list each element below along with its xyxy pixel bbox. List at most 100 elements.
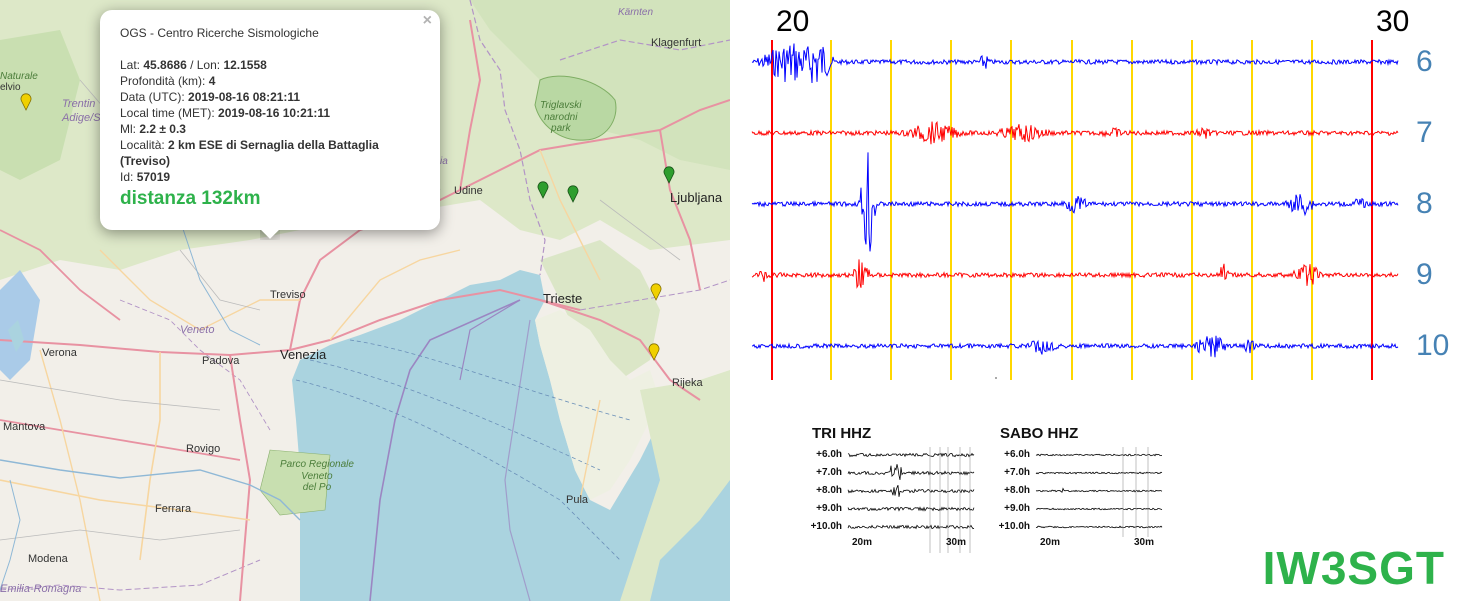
minute-label-end: 30 <box>1376 5 1410 38</box>
id-value: 57019 <box>136 170 171 184</box>
magnitude: Ml: 2.2 ± 0.3 <box>120 121 422 137</box>
mini-title: SABO HHZ <box>1000 425 1079 442</box>
map-label-klagenfurt: Klagenfurt <box>651 37 702 49</box>
map-label-partial: ia <box>440 156 448 167</box>
mini-title: TRI HHZ <box>812 425 872 442</box>
map-label-ljubljana: Ljubljana <box>670 190 723 205</box>
mini-x-label: 20m <box>852 537 873 548</box>
mini-trace <box>847 506 975 512</box>
depth: Profondità (km): 4 <box>120 73 422 89</box>
mini-trace <box>1035 487 1163 493</box>
coordinates: Lat: 45.8686 / Lon: 12.1558 <box>120 57 422 73</box>
helicorder-trace <box>751 259 1399 289</box>
mini-row-label: +7.0h <box>1004 467 1030 478</box>
mini-trace <box>1035 471 1163 475</box>
mini-trace <box>1035 453 1163 457</box>
lon-label: / Lon: <box>186 58 224 72</box>
map-label-rijeka: Rijeka <box>672 377 703 389</box>
local-time: Local time (MET): 2019-08-16 10:21:11 <box>120 105 422 121</box>
id-label: Id: <box>120 170 137 184</box>
mini-row-label: +8.0h <box>1004 485 1030 496</box>
lat-label: Lat: <box>120 58 144 72</box>
map-marker-yellow[interactable] <box>648 343 660 361</box>
map-label-triglav: Triglavski narodni park <box>540 100 582 134</box>
local-label: Local time (MET): <box>120 106 219 120</box>
minute-label-start: 20 <box>776 5 810 38</box>
mini-trace <box>847 524 975 530</box>
mini-row-label: +7.0h <box>816 467 842 478</box>
map-label-treviso: Treviso <box>270 289 306 301</box>
map-marker-yellow[interactable] <box>650 283 662 301</box>
utc-value: 2019-08-16 08:21:11 <box>188 90 301 104</box>
map-label-mantova: Mantova <box>3 421 46 433</box>
mini-helicorder-sabo: SABO HHZ +6.0h +7.0h +8.0h +9.0h +10.0h … <box>998 425 1168 555</box>
map-label-venezia: Venezia <box>280 347 327 362</box>
mini-helicorder-traces <box>847 447 975 553</box>
helicorder-trace <box>751 152 1399 252</box>
mini-row-label: +6.0h <box>816 449 842 460</box>
helicorder-trace <box>752 335 1399 358</box>
event-id: Id: 57019 <box>120 169 422 185</box>
map-label-udine: Udine <box>454 185 483 197</box>
map-label-naturale: Naturale <box>0 71 38 82</box>
hour-label: 6 <box>1416 45 1433 78</box>
lon-value: 12.1558 <box>223 58 267 72</box>
locality-value: 2 km ESE di Sernaglia della Battaglia (T… <box>120 138 379 168</box>
helicorder-trace <box>751 43 1399 84</box>
mini-x-label: 20m <box>1040 537 1061 548</box>
lat-value: 45.8686 <box>143 58 187 72</box>
mini-trace <box>847 452 975 458</box>
helicorder-plot <box>751 40 1399 380</box>
hour-label: 8 <box>1416 187 1433 220</box>
locality: Località: 2 km ESE di Sernaglia della Ba… <box>120 137 422 169</box>
mini-row-label: +9.0h <box>1004 503 1030 514</box>
map-label-trieste: Trieste <box>543 291 583 306</box>
map-marker-green[interactable] <box>567 185 579 203</box>
agency-name: OGS - Centro Ricerche Sismologiche <box>120 26 319 40</box>
map-label-verona: Verona <box>42 347 77 359</box>
map-label-po-park: Parco Regionale Veneto del Po <box>280 459 354 493</box>
map-label-veneto: Veneto <box>180 324 215 336</box>
mini-row-label: +9.0h <box>816 503 842 514</box>
hour-label: 7 <box>1416 116 1433 149</box>
map[interactable]: Kärnten Klagenfurt Triglavski narodni pa… <box>0 0 730 601</box>
map-label-rovigo: Rovigo <box>186 443 221 455</box>
distance-text: distanza 132km <box>120 188 261 209</box>
hour-label: 10 <box>1416 329 1450 362</box>
depth-value: 4 <box>208 74 216 88</box>
map-label-emilia: Emilia-Romagna <box>0 583 82 595</box>
map-label-karnten: Kärnten <box>618 7 654 18</box>
local-value: 2019-08-16 10:21:11 <box>218 106 331 120</box>
mini-row-label: +10.0h <box>998 521 1030 532</box>
map-marker-green[interactable] <box>537 181 549 199</box>
mini-row-label: +8.0h <box>816 485 842 496</box>
earthquake-popup: × OGS - Centro Ricerche Sismologiche Lat… <box>100 10 440 230</box>
map-label-trentino: Trentin Adige/S <box>62 98 101 124</box>
mini-helicorder-traces <box>1035 447 1163 537</box>
map-label-modena: Modena <box>28 553 68 565</box>
locality-label: Località: <box>120 138 169 152</box>
map-label-ferrara: Ferrara <box>155 503 192 515</box>
ml-value: 2.2 ± 0.3 <box>139 122 186 136</box>
popup-tip <box>260 230 280 240</box>
map-label-elvio: elvio <box>0 82 21 93</box>
map-marker-green[interactable] <box>663 166 675 184</box>
map-label-pula: Pula <box>566 494 589 506</box>
mini-x-label: 30m <box>1134 537 1155 548</box>
brand-callsign: IW3SGT <box>1262 542 1445 594</box>
mini-trace <box>847 464 975 480</box>
map-marker-yellow[interactable] <box>20 93 32 111</box>
utc-date: Data (UTC): 2019-08-16 08:21:11 <box>120 89 422 105</box>
depth-label: Profondità (km): <box>120 74 209 88</box>
close-icon[interactable]: × <box>422 12 432 29</box>
mini-trace <box>847 485 975 497</box>
mini-helicorder-tri: TRI HHZ +6.0h +7.0h +8.0h +9.0h +10.0h 2… <box>810 425 980 555</box>
mini-trace <box>1035 525 1163 529</box>
ml-label: Ml: <box>120 122 140 136</box>
mini-trace <box>1036 507 1163 511</box>
mini-x-label: 30m <box>946 537 967 548</box>
mini-row-label: +10.0h <box>810 521 842 532</box>
helicorder-trace <box>751 120 1399 145</box>
utc-label: Data (UTC): <box>120 90 189 104</box>
seismogram-panel: 20 30 6 7 8 9 10 TRI HHZ +6.0h +7.0h +8.… <box>730 0 1457 601</box>
